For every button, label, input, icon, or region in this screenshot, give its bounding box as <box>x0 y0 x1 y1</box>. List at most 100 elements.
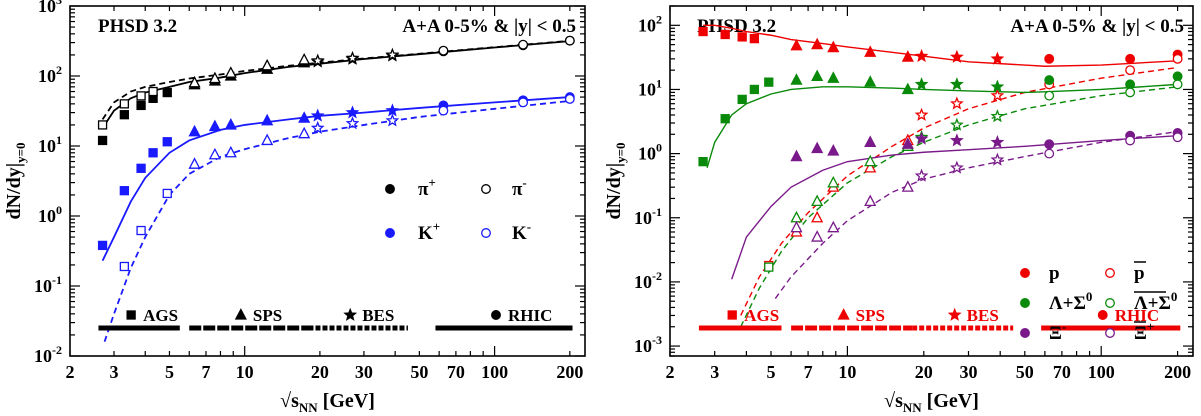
legend-label: K- <box>512 219 531 244</box>
model-curves <box>703 24 1178 328</box>
data-point <box>1125 53 1136 64</box>
system-label: A+A 0-5% & |y| < 0.5 <box>402 16 576 37</box>
y-tick-label: 10-3 <box>634 333 662 356</box>
data-point <box>208 119 221 132</box>
data-point <box>1125 65 1136 76</box>
x-tick-label: 10 <box>236 362 254 382</box>
data-point <box>518 39 529 50</box>
data-point <box>136 225 146 236</box>
data-point <box>949 117 964 131</box>
data-point <box>224 66 237 78</box>
data-point <box>737 32 747 42</box>
legend-marker <box>1105 268 1115 278</box>
model-curves <box>101 39 570 342</box>
data-point <box>790 73 803 85</box>
data-point <box>764 77 774 87</box>
data-point <box>949 96 964 110</box>
data-point <box>990 152 1005 166</box>
x-axis: 2 3 5 7 10 20 30 50 70 100 200 <box>66 6 583 382</box>
data-point <box>1044 90 1055 101</box>
experiment-marker <box>343 307 358 321</box>
x-tick-label: 10 <box>838 362 856 382</box>
data-point <box>97 240 108 251</box>
data-point <box>949 133 964 147</box>
x-tick-label: 30 <box>355 362 373 382</box>
right-panel-baryons: 2 3 5 7 10 20 30 50 70 100 20010-310-210-110010110… <box>603 5 1194 415</box>
data-point <box>438 45 449 56</box>
legend-label: π+ <box>418 175 436 200</box>
experiment-label: RHIC <box>1115 306 1159 325</box>
experiment-marker <box>234 308 247 320</box>
x-tick-label: 20 <box>915 362 933 382</box>
legend: π+ π- K+ K- <box>385 175 531 244</box>
plot-frame <box>669 5 1194 357</box>
data-point <box>864 135 877 147</box>
experiment-bands: AGS SPS BES RHIC <box>98 306 573 331</box>
data-point <box>949 160 964 174</box>
x-tick-label: 100 <box>481 362 508 382</box>
data-point <box>1172 53 1183 64</box>
data-point <box>310 53 325 67</box>
data-point <box>518 97 529 108</box>
experiment-label: AGS <box>143 306 178 325</box>
data-point <box>345 116 360 130</box>
data-point <box>864 75 877 87</box>
legend-marker <box>481 228 491 238</box>
y-tick-label: 10-1 <box>634 205 662 228</box>
data-point <box>749 84 760 95</box>
data-point <box>990 79 1005 93</box>
legend-label: Λ+Σ0 <box>1134 289 1177 314</box>
data-point <box>385 47 400 61</box>
data-point <box>827 40 840 53</box>
x-tick-label: 3 <box>710 362 719 382</box>
y-tick-label: 101 <box>38 133 62 156</box>
model-curve <box>774 130 1178 299</box>
data-point <box>790 38 803 51</box>
y-tick-label: 102 <box>38 63 62 86</box>
x-tick-label: 200 <box>556 362 583 382</box>
data-points <box>97 35 575 272</box>
data-point <box>1044 75 1055 86</box>
experiment-marker <box>837 308 850 320</box>
data-point <box>901 137 914 149</box>
y-tick-label: 103 <box>38 0 62 16</box>
x-tick-label: 2 <box>66 362 75 382</box>
data-point <box>119 261 130 272</box>
legend-marker <box>1105 328 1115 338</box>
data-point <box>119 99 130 109</box>
model-label: PHSD 3.2 <box>697 16 776 37</box>
data-point <box>914 107 929 121</box>
data-point <box>990 88 1005 102</box>
legend-label: K+ <box>418 219 440 244</box>
experiment-marker <box>1097 310 1108 320</box>
x-tick-label: 2 <box>666 362 675 382</box>
data-point <box>737 94 747 105</box>
y-tick-label: 102 <box>638 12 662 35</box>
experiment-label: BES <box>362 306 394 325</box>
data-point <box>188 157 201 169</box>
data-point <box>901 82 914 95</box>
legend-marker <box>1020 328 1030 338</box>
data-point <box>298 126 311 139</box>
data-point <box>119 110 130 120</box>
y-tick-label: 100 <box>38 203 62 226</box>
x-axis: 2 3 5 7 10 20 30 50 70 100 200 <box>666 6 1191 382</box>
data-point <box>188 75 201 88</box>
system-label: A+A 0-5% & |y| < 0.5 <box>1010 16 1184 37</box>
model-curve <box>706 83 1178 169</box>
data-point <box>864 45 877 57</box>
legend-label: p <box>1049 263 1060 284</box>
data-point <box>811 194 824 207</box>
data-point <box>1044 53 1055 64</box>
data-point <box>864 194 877 207</box>
data-point <box>148 86 158 97</box>
y-axis: 10-3 10-2 10-1 100 101 102 <box>634 5 1193 357</box>
data-point <box>162 87 172 98</box>
data-point <box>698 26 708 37</box>
data-point <box>811 210 824 223</box>
data-point <box>97 135 108 146</box>
data-point <box>1125 135 1136 146</box>
data-point <box>162 137 172 147</box>
data-point <box>385 113 400 127</box>
